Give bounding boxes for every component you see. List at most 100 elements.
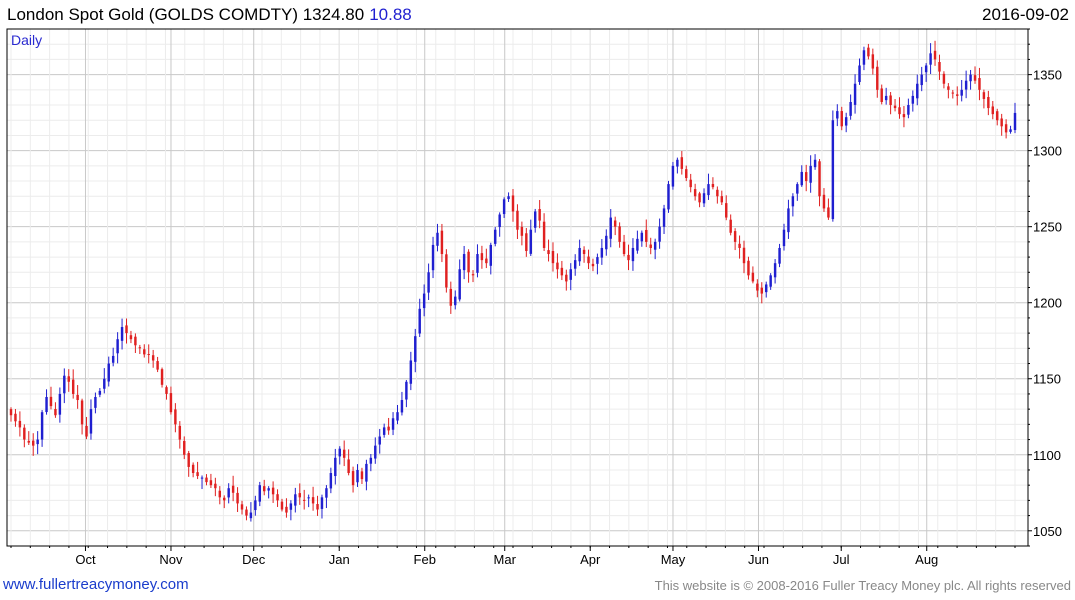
candle-body [582,249,586,255]
candle-down [525,228,528,257]
candle-up [200,475,204,490]
candle-down [183,436,186,460]
candle-body [489,244,493,266]
candle-down [187,450,190,477]
candle-body [822,194,826,209]
candle-down [165,385,168,400]
candle-body [627,254,630,261]
candle-body [760,287,764,294]
candle-down [240,500,244,515]
candle-body [476,254,479,273]
candle-body [907,105,910,115]
candle-body [369,457,373,464]
candle-up [605,229,608,256]
candle-body [76,394,79,401]
candle-down [223,495,226,509]
candle-up [374,437,377,464]
candle-body [636,238,639,251]
candle-body [23,427,26,440]
candle-down [587,249,590,270]
candle-down [867,43,870,60]
candle-up [294,487,297,513]
candle-down [511,188,515,222]
candle-body [71,379,75,394]
candle-body [529,229,532,254]
candle-up [289,500,293,521]
candle-up [800,165,803,187]
candle-body [351,471,355,486]
candle-down [738,235,741,259]
candle-up [405,380,408,408]
candle-body [711,183,715,188]
candle-up [929,43,932,75]
candle-down [565,269,568,291]
candle-up [462,245,466,280]
candle-body [58,393,62,415]
candle-body [836,111,839,119]
candle-body [729,219,732,233]
candle-up [116,332,119,364]
candle-down [71,369,75,399]
candle-body [156,361,159,370]
candle-up [916,74,919,106]
candle-down [156,356,159,373]
candle-body [405,381,408,400]
candle-up [769,273,772,290]
candle-up [844,112,848,133]
candle-body [924,65,928,73]
candlestick-series [9,40,1017,522]
candle-up [609,209,612,248]
candle-up [382,423,386,438]
candle-body [431,244,435,271]
candle-body [716,189,719,197]
candle-body [880,88,883,102]
y-tick-label: 1050 [1033,524,1062,539]
candle-down [18,411,22,437]
candle-body [996,111,999,121]
candle-body [667,184,670,210]
candle-body [707,184,710,196]
candle-up [36,431,39,455]
candle-down [556,253,559,279]
candle-body [391,418,395,430]
candle-down [520,221,524,246]
candle-body [991,106,995,115]
candle-body [609,217,612,239]
candle-down [725,195,728,221]
candle-body [458,269,461,300]
candle-up [436,223,439,252]
candle-up [569,263,572,291]
candle-up [369,454,373,472]
candle-body [600,247,604,258]
candle-body [342,449,346,458]
candle-down [271,481,275,503]
candle-down [311,486,315,511]
candle-up [494,227,497,247]
candle-body [249,512,253,519]
candle-up [787,199,790,239]
candle-down [538,200,541,229]
candle-down [1000,113,1003,136]
candle-body [440,230,444,255]
candle-body [178,425,182,440]
candle-body [813,159,817,168]
candle-body [502,199,506,215]
x-tick-label: May [661,552,686,567]
candle-down [680,151,684,175]
website-link[interactable]: www.fullertreacymoney.com [3,576,189,593]
candle-up [858,58,861,85]
candle-down [622,234,626,257]
candle-up [227,483,230,504]
candle-body [334,457,337,477]
candle-body [307,497,310,499]
candle-body [160,369,164,385]
candle-body [853,83,857,105]
candle-down [516,204,519,240]
candle-up [111,347,115,367]
x-tick-label: Oct [75,552,96,567]
candle-body [191,464,195,474]
candle-down [302,489,306,510]
candle-down [876,60,879,98]
candle-up [907,98,910,119]
candle-up [640,230,644,247]
